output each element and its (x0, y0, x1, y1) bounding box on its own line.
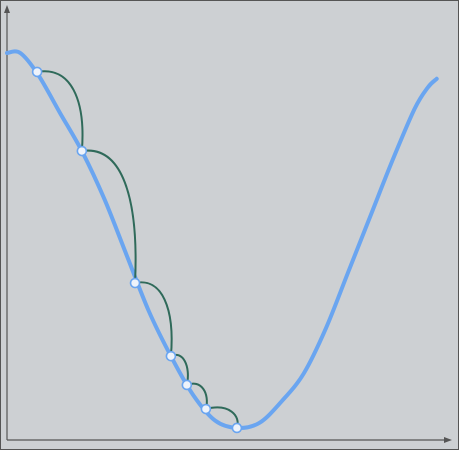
step-point (231, 422, 243, 434)
step-arc (134, 281, 173, 357)
axes (4, 5, 452, 443)
step-arc (81, 149, 137, 284)
step-point (31, 66, 43, 78)
step-point (165, 350, 177, 362)
curve (5, 49, 439, 431)
step-point (181, 379, 193, 391)
step-point (129, 277, 141, 289)
step-point (76, 145, 88, 157)
step-point (200, 403, 212, 415)
x-axis-arrow (444, 437, 452, 443)
step-arc (36, 70, 84, 152)
y-axis-arrow (4, 5, 10, 13)
